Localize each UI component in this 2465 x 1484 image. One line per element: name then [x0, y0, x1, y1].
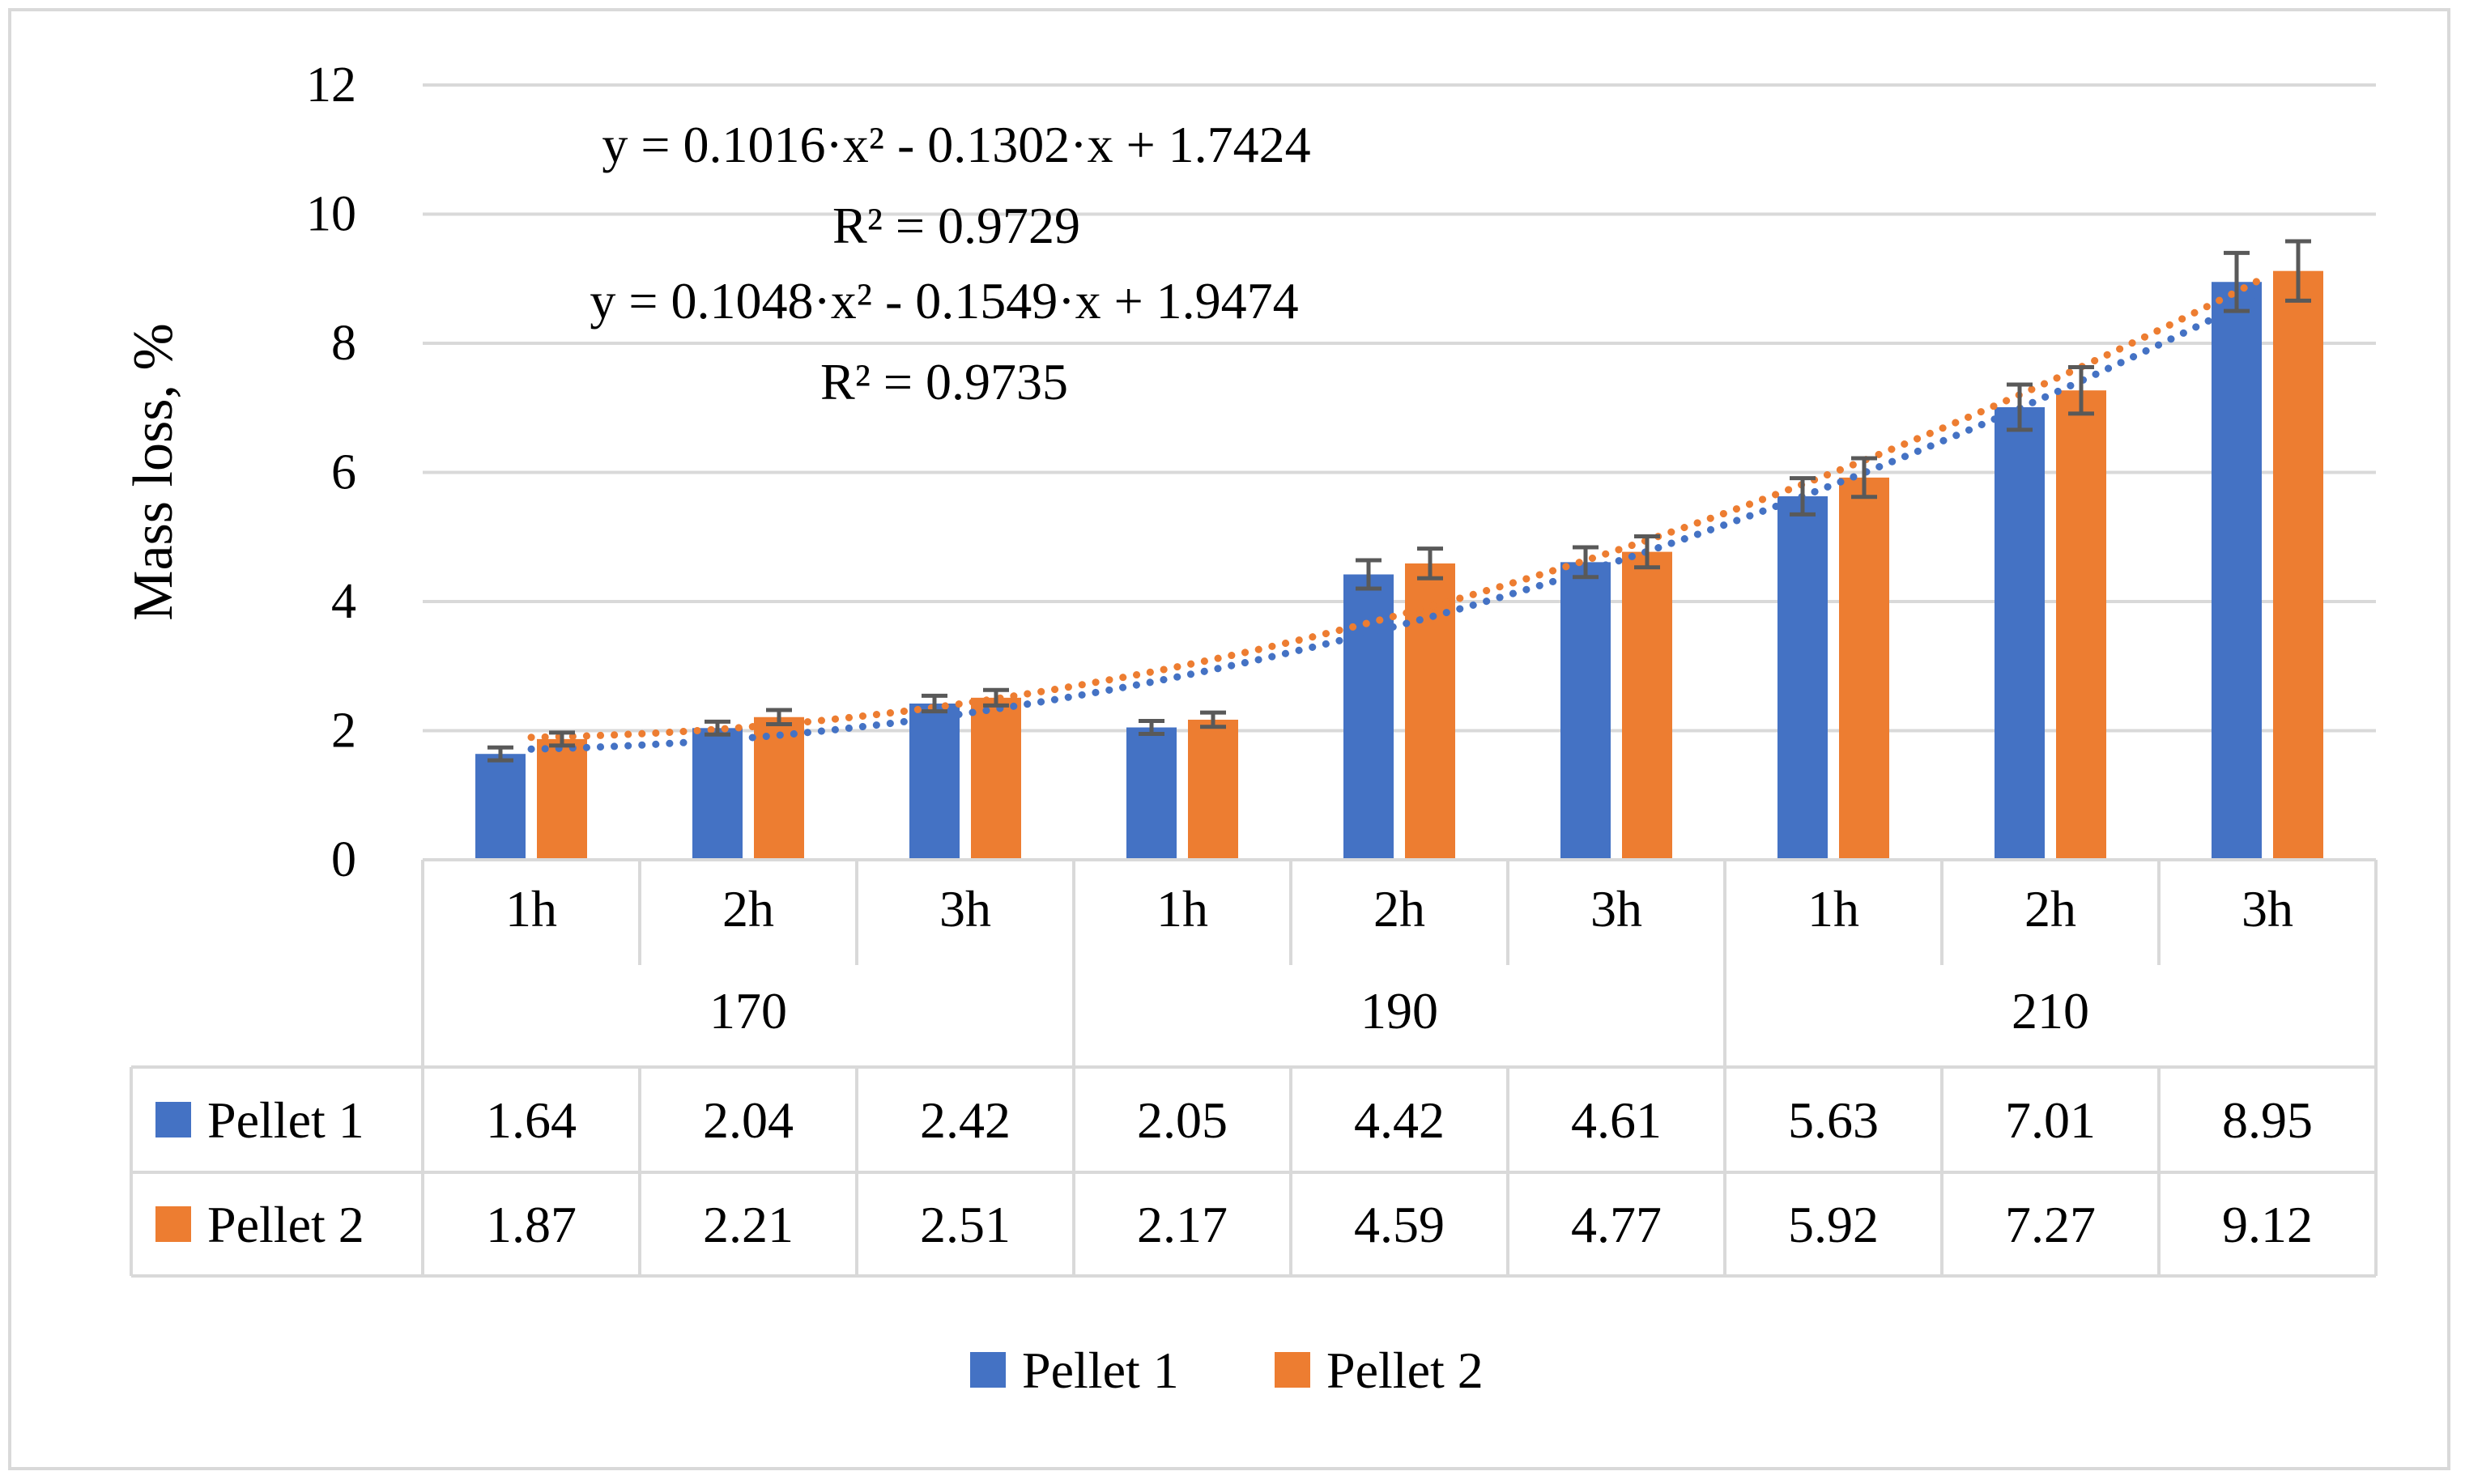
y-tick-label: 0: [331, 832, 356, 887]
y-tick-label: 4: [331, 574, 356, 629]
y-tick-label: 6: [331, 445, 356, 500]
data-label: 7.01: [2005, 1091, 2096, 1149]
bar: [2056, 390, 2106, 860]
bar: [475, 754, 526, 860]
trendline: [527, 287, 2271, 753]
bar: [692, 728, 743, 860]
bar: [1405, 563, 1455, 860]
x-tick-label: 1h: [1807, 880, 1859, 938]
data-label: 4.77: [1571, 1196, 1662, 1253]
bar: [1560, 562, 1611, 860]
group-label: 170: [709, 982, 787, 1040]
y-tick-label: 12: [306, 57, 356, 113]
bar: [1622, 551, 1672, 860]
data-label: 5.92: [1788, 1196, 1879, 1253]
table-series-name: Pellet 2: [207, 1196, 364, 1253]
x-tick-label: 2h: [722, 880, 774, 938]
group-label: 190: [1360, 982, 1438, 1040]
data-label: 2.51: [920, 1196, 1011, 1253]
data-label: 4.42: [1354, 1091, 1445, 1149]
data-label: 1.87: [486, 1196, 577, 1253]
bar: [1126, 727, 1177, 860]
x-tick-label: 2h: [2024, 880, 2076, 938]
data-label: 2.17: [1137, 1196, 1228, 1253]
data-label: 1.64: [486, 1091, 577, 1149]
legend-key: [1275, 1352, 1310, 1388]
bar: [754, 716, 804, 860]
x-tick-label: 1h: [1156, 880, 1208, 938]
bar: [1839, 477, 1889, 860]
trendline-r2: R² = 0.9735: [820, 353, 1068, 410]
x-tick-label: 3h: [1590, 880, 1642, 938]
x-tick-label: 3h: [2241, 880, 2293, 938]
y-tick-label: 10: [306, 187, 356, 242]
legend-key: [970, 1352, 1006, 1388]
bar: [909, 704, 960, 860]
x-tick-label: 2h: [1373, 880, 1425, 938]
x-tick-label: 1h: [505, 880, 557, 938]
data-label: 9.12: [2222, 1196, 2313, 1253]
y-tick-label: 8: [331, 316, 356, 371]
bar: [2212, 282, 2262, 860]
table-legend-key: [155, 1206, 191, 1242]
table-series-name: Pellet 1: [207, 1091, 364, 1149]
x-tick-label: 3h: [939, 880, 991, 938]
data-label: 4.61: [1571, 1091, 1662, 1149]
bar: [1777, 496, 1828, 860]
trendline-equation: y = 0.1048·x² - 0.1549·x + 1.9474: [590, 272, 1298, 330]
bar: [2273, 270, 2323, 860]
trendline-r2: R² = 0.9729: [832, 197, 1080, 254]
data-label: 8.95: [2222, 1091, 2313, 1149]
bar: [971, 697, 1021, 860]
bar: [1343, 574, 1394, 860]
bar: [1188, 719, 1238, 860]
data-label: 2.21: [703, 1196, 794, 1253]
y-axis-title: Mass loss, %: [122, 323, 185, 621]
table-legend-key: [155, 1102, 191, 1137]
bar: [537, 738, 587, 860]
data-label: 5.63: [1788, 1091, 1879, 1149]
data-label: 4.59: [1354, 1196, 1445, 1253]
legend-label: Pellet 2: [1326, 1342, 1484, 1399]
bar: [1995, 406, 2045, 860]
trendline: [527, 272, 2271, 742]
data-label: 7.27: [2005, 1196, 2096, 1253]
data-label: 2.04: [703, 1091, 794, 1149]
data-label: 2.42: [920, 1091, 1011, 1149]
legend-label: Pellet 1: [1022, 1342, 1179, 1399]
trendline-equation: y = 0.1016·x² - 0.1302·x + 1.7424: [602, 116, 1310, 173]
data-label: 2.05: [1137, 1091, 1228, 1149]
y-tick-label: 2: [331, 704, 356, 759]
group-label: 210: [2012, 982, 2089, 1040]
